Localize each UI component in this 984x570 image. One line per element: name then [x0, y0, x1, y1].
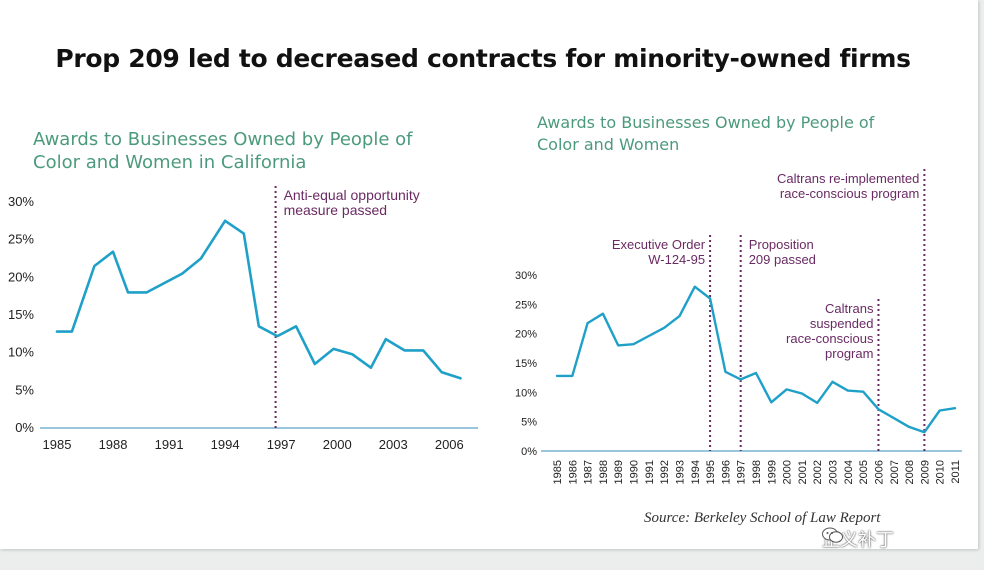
watermark: 正义补丁 — [822, 526, 894, 552]
right-x-tick-label: 1985 — [552, 460, 564, 484]
left-chart-title-line-1: Awards to Businesses Owned by People of — [33, 129, 413, 150]
left-y-tick-label: 15% — [8, 307, 34, 322]
right-x-tick-label: 2002 — [812, 460, 824, 484]
wechat-icon — [822, 527, 843, 543]
right-x-tick-label: 1997 — [736, 460, 748, 484]
right-y-tick-label: 10% — [515, 387, 537, 399]
right-annotation-label: Executive Order — [612, 237, 706, 252]
right-x-tick-label: 2001 — [797, 460, 809, 484]
left-y-tick-label: 10% — [8, 345, 34, 360]
right-y-tick-label: 30% — [515, 270, 537, 282]
left-y-tick-label: 30% — [8, 194, 34, 209]
source-note: Source: Berkeley School of Law Report — [644, 510, 881, 526]
left-x-tick-label: 1988 — [99, 437, 128, 452]
right-x-tick-label: 2011 — [950, 460, 962, 484]
right-annotation-label: 209 passed — [749, 252, 816, 267]
right-x-tick-label: 1987 — [583, 460, 595, 484]
right-y-tick-label: 0% — [521, 446, 537, 458]
right-x-tick-label: 1993 — [674, 460, 686, 484]
right-x-tick-label: 1990 — [629, 460, 641, 484]
right-x-tick-label: 2010 — [935, 460, 947, 484]
right-annotation-label: W-124-95 — [648, 252, 705, 267]
right-x-tick-label: 1998 — [751, 460, 763, 484]
left-y-tick-label: 20% — [8, 269, 34, 284]
right-chart-title-line-1: Awards to Businesses Owned by People of — [537, 113, 875, 132]
left-x-tick-label: 1997 — [267, 437, 296, 452]
right-x-tick-label: 2007 — [889, 460, 901, 484]
right-x-tick-label: 2009 — [919, 460, 931, 484]
left-y-tick-label: 0% — [15, 420, 34, 435]
right-annotation-label: program — [825, 346, 873, 361]
right-annotation-label: Proposition — [749, 237, 814, 252]
left-chart-title-line-2: Color and Women in California — [33, 152, 306, 173]
right-x-tick-label: 2005 — [858, 460, 870, 484]
right-x-tick-label: 1995 — [705, 460, 717, 484]
left-y-tick-label: 25% — [8, 232, 34, 247]
right-y-tick-label: 15% — [515, 358, 537, 370]
right-y-tick-label: 20% — [515, 329, 537, 341]
right-x-tick-label: 2006 — [873, 460, 885, 484]
right-annotation-label: Caltrans — [825, 301, 874, 316]
left-x-tick-label: 2003 — [379, 437, 408, 452]
right-annotation-label: suspended — [810, 316, 874, 331]
left-annotation-label: Anti-equal opportunity — [284, 187, 420, 203]
right-x-tick-label: 1994 — [690, 460, 702, 484]
right-chart-title-line-2: Color and Women — [537, 135, 679, 154]
right-series-line — [555, 285, 957, 434]
right-x-tick-label: 1999 — [766, 460, 778, 484]
right-y-tick-label: 5% — [521, 417, 537, 429]
left-x-tick-label: 1994 — [211, 437, 240, 452]
right-annotation-label: Caltrans re-implemented — [777, 171, 919, 186]
right-x-tick-label: 1991 — [644, 460, 656, 484]
right-y-tick-label: 25% — [515, 299, 537, 311]
left-annotation-label: measure passed — [284, 202, 388, 218]
right-x-tick-label: 1988 — [598, 460, 610, 484]
left-x-tick-label: 1991 — [155, 437, 184, 452]
right-x-tick-label: 1992 — [659, 460, 671, 484]
right-x-tick-label: 1986 — [567, 460, 579, 484]
right-x-tick-label: 2004 — [843, 460, 855, 484]
left-series-line — [55, 219, 462, 380]
right-chart: Awards to Businesses Owned by People of … — [515, 113, 962, 484]
left-y-tick-label: 5% — [15, 382, 34, 397]
figure-card: Prop 209 led to decreased contracts for … — [0, 0, 978, 552]
left-x-tick-label: 1985 — [43, 437, 72, 452]
right-x-tick-label: 1996 — [720, 460, 732, 484]
page-title: Prop 209 led to decreased contracts for … — [55, 44, 911, 73]
right-annotation-label: race-conscious program — [780, 186, 919, 201]
right-annotation-label: race-conscious — [786, 331, 874, 346]
left-x-tick-label: 2000 — [323, 437, 352, 452]
right-x-tick-label: 2008 — [904, 460, 916, 484]
right-x-tick-label: 2000 — [782, 460, 794, 484]
left-x-tick-label: 2006 — [435, 437, 464, 452]
right-x-tick-label: 2003 — [828, 460, 840, 484]
right-x-tick-label: 1989 — [613, 460, 625, 484]
left-chart: Awards to Businesses Owned by People of … — [8, 129, 478, 452]
